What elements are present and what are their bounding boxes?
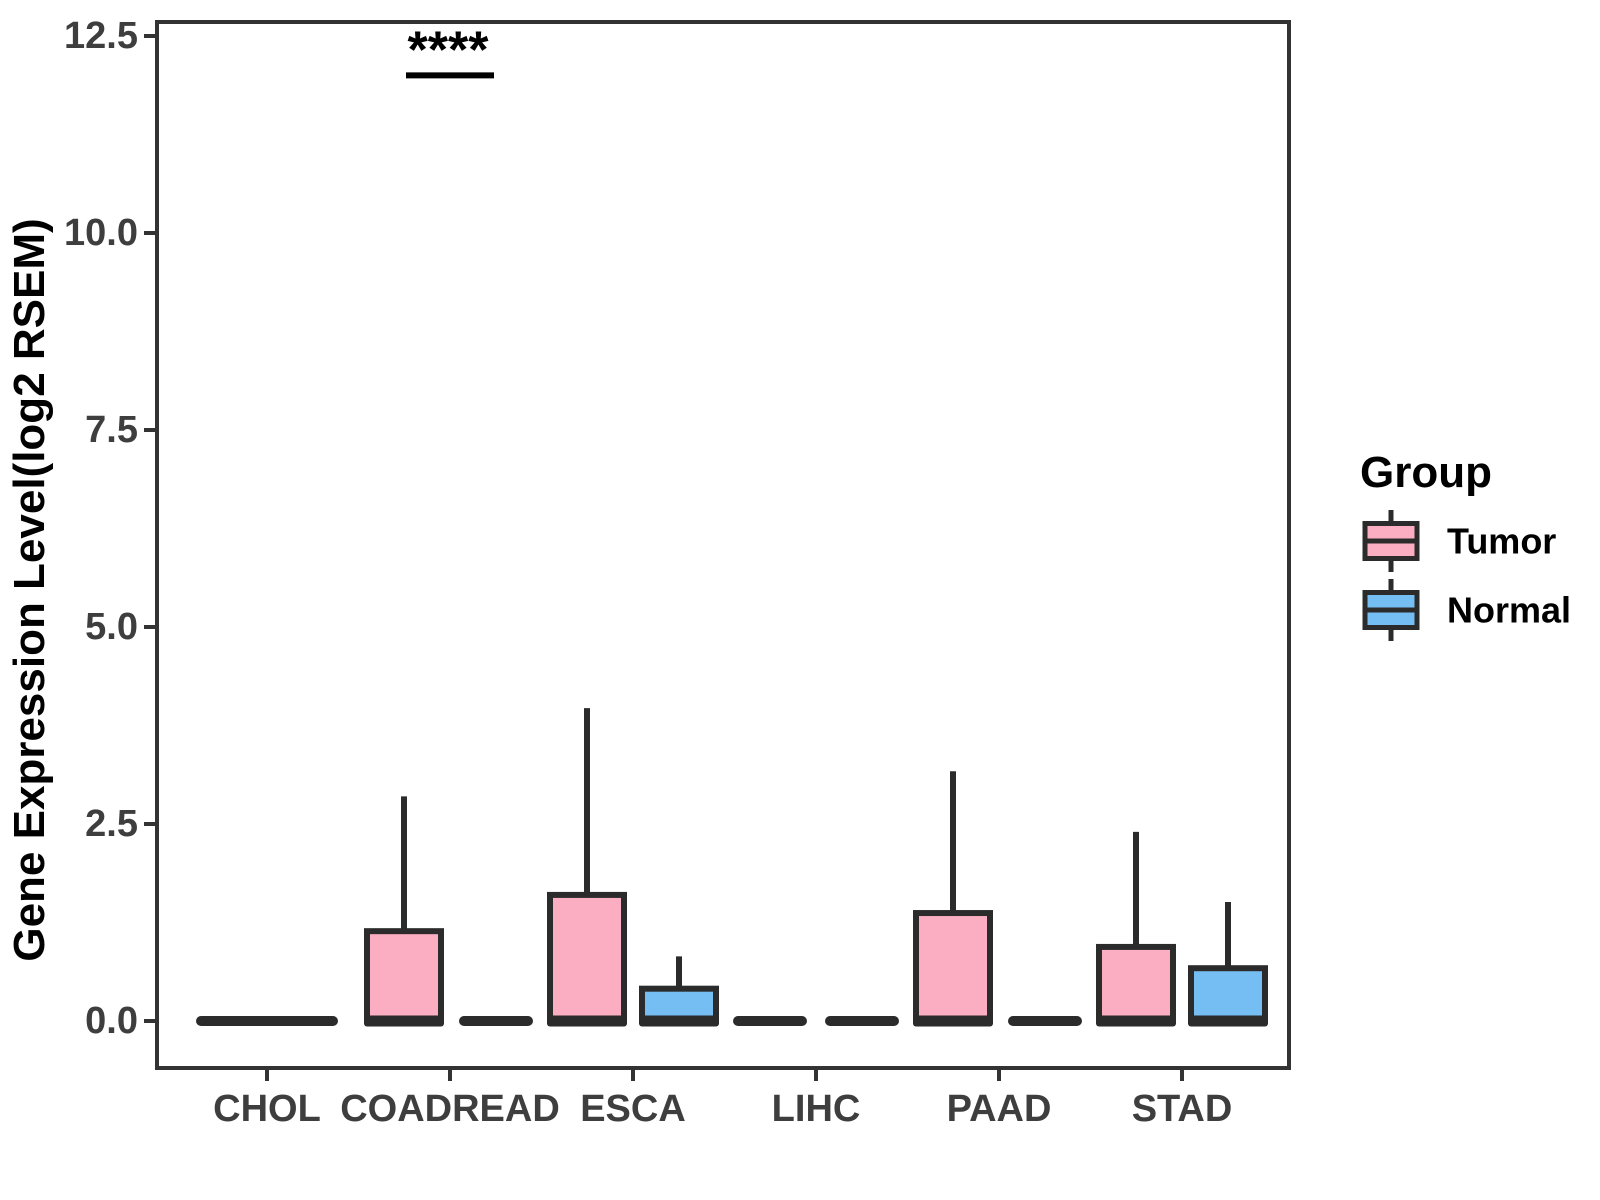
y-tick-label: 12.5	[64, 15, 138, 57]
box-esca-tumor-iqr	[547, 891, 627, 1024]
x-tick-label: STAD	[1132, 1088, 1233, 1130]
x-tick-label: COADREAD	[340, 1088, 560, 1130]
box-lihc-tumor-flat	[733, 1016, 807, 1026]
legend-label-tumor: Tumor	[1447, 521, 1556, 562]
box-coadread-normal-flat	[459, 1016, 533, 1026]
y-tick-label: 10.0	[64, 212, 138, 254]
significance-stars: ****	[408, 21, 490, 79]
x-tick-label: ESCA	[580, 1088, 686, 1130]
box-coadread-tumor-median	[364, 1015, 444, 1027]
legend-label-normal: Normal	[1447, 590, 1571, 631]
box-chol-tumor-flat	[196, 1016, 338, 1026]
box-esca-tumor-median	[547, 1015, 627, 1027]
box-stad-normal-median	[1188, 1015, 1268, 1027]
y-tick-label: 0.0	[85, 1000, 138, 1042]
x-tick-label: PAAD	[947, 1088, 1052, 1130]
box-stad-tumor-median	[1096, 1015, 1176, 1027]
plot-panel	[155, 20, 1291, 1070]
box-paad-normal-flat	[1008, 1016, 1082, 1026]
box-coadread-tumor-iqr	[364, 928, 444, 1025]
box-paad-tumor-median	[913, 1015, 993, 1027]
box-stad-tumor-iqr	[1096, 943, 1176, 1024]
y-tick-label: 5.0	[85, 606, 138, 648]
x-tick-label: LIHC	[772, 1088, 861, 1130]
box-esca-normal-median	[639, 1015, 719, 1027]
y-axis-title: Gene Expression Level(log2 RSEM)	[5, 218, 54, 961]
y-tick-label: 7.5	[85, 409, 138, 451]
legend-title: Group	[1360, 448, 1492, 497]
box-stad-normal-iqr	[1188, 965, 1268, 1024]
y-tick-label: 2.5	[85, 803, 138, 845]
box-paad-tumor-iqr	[913, 910, 993, 1025]
box-lihc-normal-flat	[825, 1016, 899, 1026]
x-tick-label: CHOL	[213, 1088, 321, 1130]
